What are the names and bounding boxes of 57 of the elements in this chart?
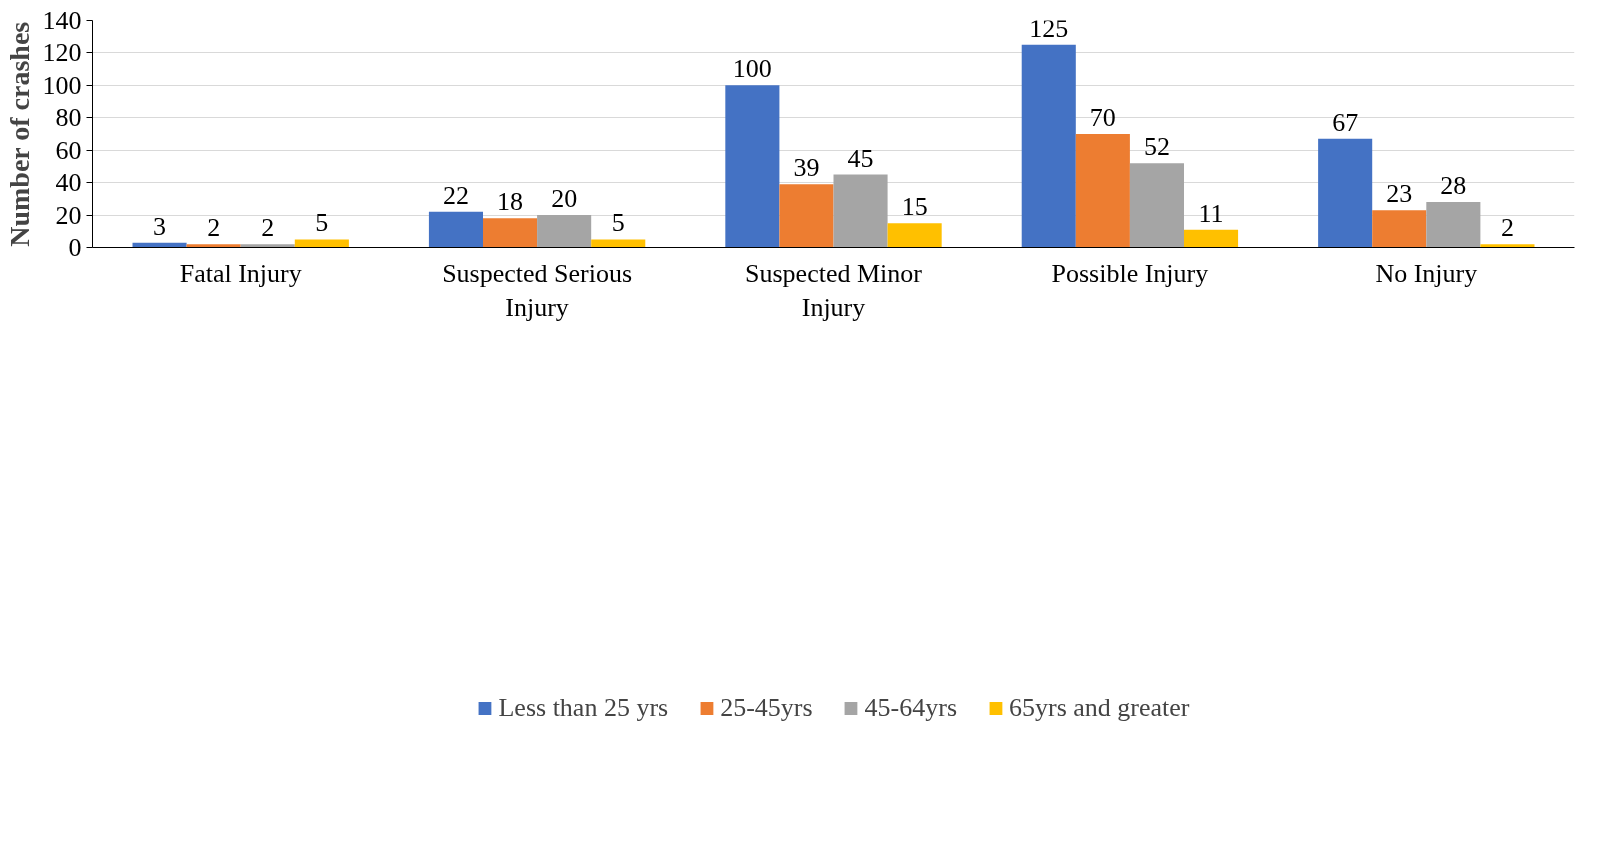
data-label: 3 [153,211,167,241]
bar [725,85,780,248]
x-tick-label: Suspected Serious Injury [442,258,633,323]
y-tick-label: 40 [55,168,82,198]
y-tick-label: 140 [42,6,82,35]
bar [1183,229,1239,248]
y-tick-label: 20 [55,200,82,230]
bar [537,215,592,248]
bar [186,244,241,248]
data-label: 5 [315,208,329,238]
bar [1129,163,1184,248]
data-label: 5 [611,208,625,238]
bar [833,174,888,248]
bar [428,211,484,248]
data-label: 23 [1386,179,1413,209]
bar [1075,134,1130,248]
data-label: 11 [1198,198,1224,228]
y-tick-label: 80 [55,103,82,133]
y-tick-label: 0 [68,233,82,262]
y-axis-title: Number of crashes [3,21,35,247]
x-tick-label: Suspected Minor Injury [745,258,923,323]
data-label: 28 [1440,171,1467,201]
data-label: 2 [1500,213,1514,243]
data-label: 67 [1332,107,1359,137]
data-label: 22 [442,180,469,210]
data-label: 2 [261,213,275,243]
bar [294,239,349,248]
legend-label: 25-45yrs [720,692,813,723]
bar [1372,210,1427,248]
bar [887,223,942,248]
data-label: 18 [497,187,524,217]
data-label: 20 [551,184,578,214]
data-label: 52 [1143,132,1170,162]
legend-label: Less than 25 yrs [498,692,669,723]
bar [240,244,295,248]
data-label: 39 [793,153,820,183]
bar [483,218,538,248]
data-label: 2 [207,213,221,243]
bar [1021,44,1076,248]
data-label: 100 [732,54,772,84]
data-label: 45 [847,143,874,173]
data-label: 70 [1089,103,1116,132]
x-tick-label: No Injury [1375,258,1478,288]
x-tick-label: Possible Injury [1051,258,1209,288]
bar [779,184,834,248]
legend-label: 65yrs and greater [1009,692,1190,723]
y-tick-label: 100 [42,70,82,100]
bar [1318,138,1373,248]
bar [591,239,646,248]
bar [1426,202,1481,248]
y-tick-label: 120 [42,38,82,68]
data-label: 125 [1029,13,1069,43]
y-tick-label: 60 [55,135,82,165]
bar [1480,244,1535,248]
legend-label: 45-64yrs [864,692,958,723]
x-tick-label: Fatal Injury [179,258,302,288]
data-label: 15 [901,192,928,222]
